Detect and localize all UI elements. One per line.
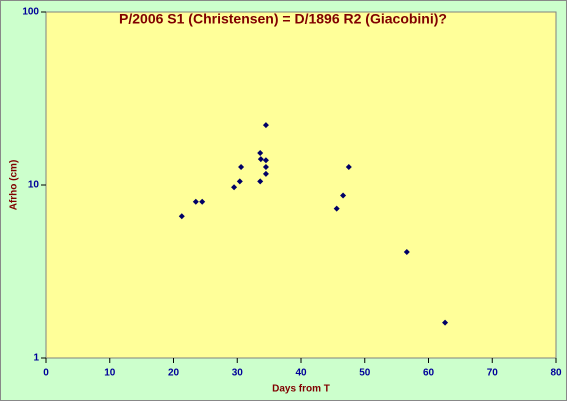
point — [262, 122, 269, 129]
y-tick-label: 100 — [22, 7, 39, 18]
x-tick-label: 50 — [359, 368, 371, 379]
y-tick-label: 10 — [28, 180, 40, 191]
x-tick-label: 70 — [487, 368, 499, 379]
x-tick-label: 20 — [168, 368, 180, 379]
point — [262, 170, 269, 177]
point — [231, 184, 238, 191]
point — [262, 164, 269, 171]
point — [238, 164, 245, 171]
x-axis-title: Days from T — [272, 384, 330, 395]
x-tick-label: 60 — [423, 368, 435, 379]
point — [236, 178, 243, 185]
point — [442, 319, 449, 326]
point — [262, 157, 269, 164]
x-tick-label: 40 — [295, 368, 307, 379]
point — [257, 150, 264, 157]
x-tick-label: 30 — [232, 368, 244, 379]
x-tick-label: 0 — [43, 368, 49, 379]
y-axis-title: Afrho (cm) — [9, 160, 20, 211]
y-tick-label: 1 — [33, 353, 39, 364]
point — [403, 248, 410, 255]
point — [340, 192, 347, 199]
point — [178, 213, 185, 220]
point — [345, 164, 352, 171]
point — [257, 156, 264, 163]
x-tick-label: 10 — [104, 368, 116, 379]
point — [257, 178, 264, 185]
point — [199, 198, 206, 205]
x-tick-label: 80 — [550, 368, 562, 379]
plot-area — [45, 11, 557, 359]
point — [192, 198, 199, 205]
chart-title: P/2006 S1 (Christensen) = D/1896 R2 (Gia… — [119, 11, 447, 27]
point — [333, 205, 340, 212]
